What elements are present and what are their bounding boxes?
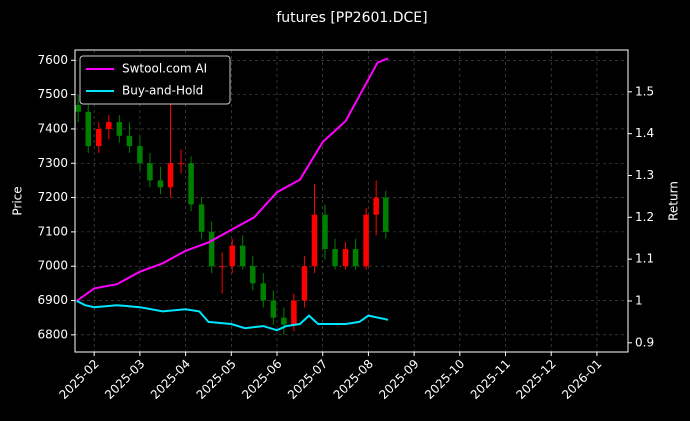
candle-body	[311, 214, 318, 267]
candle-body	[352, 249, 359, 267]
x-tick-label: 2026-01	[559, 357, 604, 402]
x-tick-label: 2025-12	[513, 357, 558, 402]
candle-body	[116, 122, 123, 136]
candle-body	[373, 197, 379, 215]
line-series	[76, 57, 389, 302]
legend-label: Buy-and-Hold	[122, 84, 203, 98]
x-tick-label: 2025-02	[56, 357, 101, 402]
candle-body	[342, 249, 349, 267]
y-tick-label: 7600	[37, 53, 68, 67]
candle-body	[147, 163, 153, 181]
candle-body	[322, 214, 328, 250]
y-tick-label: 7400	[37, 121, 68, 135]
candle-body	[229, 245, 235, 267]
candle-body	[208, 231, 215, 267]
x-tick-label: 2025-05	[194, 357, 239, 402]
candle-body	[167, 163, 174, 188]
y-tick-label: 7500	[37, 87, 68, 101]
candle-body	[106, 122, 112, 129]
candle-body	[301, 266, 308, 301]
candle-body	[188, 163, 194, 205]
y2-tick-label: 1	[635, 293, 643, 307]
candle-body	[250, 266, 256, 284]
y-tick-label: 7200	[37, 190, 68, 204]
x-tick-label: 2025-09	[376, 357, 421, 402]
y2-tick-label: 1.3	[635, 168, 654, 182]
y2-tick-label: 1.2	[635, 210, 654, 224]
candle-body	[332, 249, 338, 267]
candle-body	[96, 128, 102, 147]
legend-label: Swtool.com AI	[122, 62, 207, 76]
candle-body	[270, 300, 277, 318]
candle-body	[383, 197, 389, 232]
y2-tick-label: 1.1	[635, 252, 654, 266]
plot-frame	[74, 49, 629, 353]
candle-body	[239, 245, 246, 267]
candle-body	[291, 300, 297, 325]
x-tick-label: 2025-04	[148, 357, 193, 402]
candle-body	[260, 283, 267, 301]
line-series	[76, 300, 389, 332]
y-tick-label: 7000	[37, 259, 68, 273]
candle-body	[219, 266, 225, 268]
candle-body	[137, 146, 143, 164]
candle-body	[198, 204, 205, 232]
x-tick-label: 2025-11	[468, 357, 513, 402]
x-tick-label: 2025-07	[285, 357, 330, 402]
y-tick-label: 6800	[37, 327, 68, 341]
candle-body	[281, 317, 287, 325]
y-tick-label: 6900	[37, 293, 68, 307]
y-tick-label: 7300	[37, 156, 68, 170]
x-tick-label: 2025-06	[239, 357, 284, 402]
candle-body	[363, 214, 369, 267]
candle-body	[85, 111, 91, 147]
y-axis-label: Price	[11, 186, 25, 215]
candle-body	[157, 180, 164, 188]
legend-box	[79, 55, 231, 105]
candle-body	[126, 135, 133, 147]
x-tick-label: 2025-10	[422, 357, 467, 402]
y2-tick-label: 0.9	[635, 335, 654, 349]
chart-title: futures [PP2601.DCE]	[276, 10, 427, 26]
y2-tick-label: 1.5	[635, 84, 654, 98]
candle-body	[178, 163, 184, 165]
y-tick-label: 7100	[37, 224, 68, 238]
candle-body	[75, 104, 81, 112]
y2-tick-label: 1.4	[635, 126, 654, 140]
x-tick-label: 2025-08	[331, 357, 376, 402]
y2-axis-label: Return	[667, 181, 681, 221]
x-tick-label: 2025-03	[102, 357, 147, 402]
